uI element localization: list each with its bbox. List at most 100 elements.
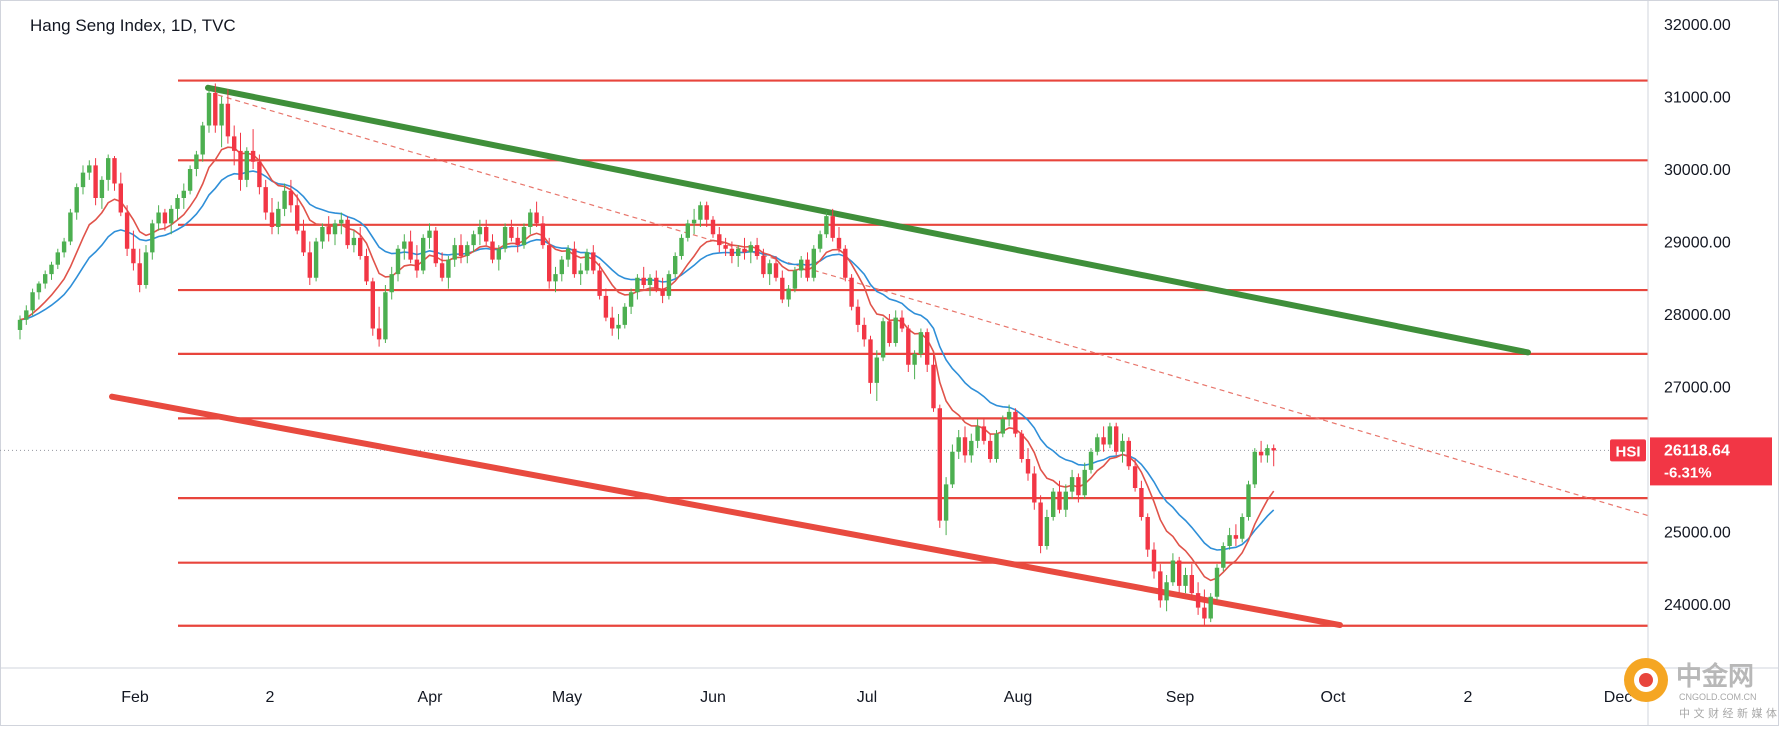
candle	[578, 263, 583, 285]
candle-body	[269, 212, 275, 227]
candle	[509, 219, 514, 242]
candle-body	[515, 237, 520, 246]
candle-body	[591, 252, 596, 271]
candle-body	[528, 212, 533, 227]
candle	[1145, 513, 1150, 557]
candle	[446, 256, 451, 289]
candle-body	[194, 154, 199, 169]
candle-body	[490, 241, 495, 260]
candle-body	[439, 263, 445, 278]
candle	[666, 270, 672, 300]
candle-body	[244, 150, 249, 180]
candle-body	[395, 248, 401, 275]
candle-body	[824, 216, 829, 235]
watermark-logo-dot	[1639, 673, 1653, 687]
x-tick-label: Apr	[418, 689, 444, 706]
candle	[137, 248, 142, 293]
candle	[691, 208, 697, 235]
candle	[912, 350, 917, 380]
candle-body	[1170, 560, 1176, 583]
candle	[452, 237, 457, 267]
candle	[925, 328, 930, 372]
candle	[238, 132, 243, 191]
candle-body	[1258, 451, 1264, 456]
candle	[74, 183, 79, 220]
candle-body	[219, 103, 224, 126]
candle	[591, 245, 596, 275]
candle-body	[912, 353, 917, 365]
last-price-label: 26118.64	[1664, 442, 1730, 459]
candle-body	[925, 332, 930, 365]
candle	[1158, 564, 1163, 608]
candle-body	[1183, 575, 1188, 586]
candle-body	[68, 212, 73, 242]
candle-body	[200, 125, 205, 155]
candle	[805, 252, 810, 282]
candle-body	[603, 295, 609, 318]
candle	[521, 223, 527, 249]
candle	[855, 299, 861, 333]
candle-body	[691, 219, 697, 224]
candle	[553, 266, 558, 293]
candle-body	[880, 321, 886, 358]
candle	[269, 198, 275, 235]
candle-body	[307, 252, 312, 278]
candle	[49, 261, 54, 280]
candle	[1120, 433, 1125, 463]
candle-body	[1107, 426, 1113, 445]
candle-body	[181, 190, 186, 198]
candle-body	[156, 212, 161, 224]
candle-body	[24, 310, 29, 320]
candle-body	[471, 234, 476, 246]
candle-body	[710, 219, 716, 235]
candle-body	[87, 165, 92, 173]
candle	[540, 216, 546, 249]
candle-body	[408, 241, 413, 260]
candle	[528, 208, 533, 235]
candle	[313, 237, 319, 282]
candle-body	[1088, 451, 1094, 470]
x-tick-label: 2	[266, 689, 275, 706]
candle-body	[376, 328, 382, 340]
candle-body	[899, 317, 905, 329]
candle-body	[1044, 517, 1050, 546]
candle	[824, 212, 829, 238]
candle-body	[1101, 437, 1106, 445]
candle-body	[717, 234, 722, 246]
candle-body	[534, 212, 539, 224]
candle-body	[206, 92, 212, 126]
candle	[685, 219, 690, 242]
candle	[950, 444, 955, 488]
candle-body	[332, 223, 338, 235]
candle	[484, 219, 489, 246]
candle	[433, 227, 438, 267]
candle	[1076, 473, 1081, 503]
candle-body	[187, 169, 193, 191]
candle	[150, 219, 155, 260]
candle-body	[49, 264, 54, 275]
candle	[332, 219, 338, 246]
candle	[61, 237, 67, 258]
candle	[565, 245, 571, 267]
candle-body	[767, 263, 772, 275]
candle	[584, 248, 590, 275]
candle	[1051, 488, 1056, 521]
candle-body	[660, 288, 665, 296]
candle	[988, 433, 993, 463]
candle	[1126, 437, 1131, 470]
candle	[969, 433, 974, 463]
x-tick-label: May	[552, 689, 582, 706]
candle-body	[597, 270, 602, 296]
candle	[43, 270, 48, 289]
candle	[1265, 444, 1270, 463]
candle	[1258, 440, 1264, 463]
candle	[956, 430, 961, 459]
candle	[1063, 484, 1068, 517]
candle-body	[1095, 437, 1100, 452]
candle	[339, 212, 344, 235]
candle	[748, 241, 753, 264]
